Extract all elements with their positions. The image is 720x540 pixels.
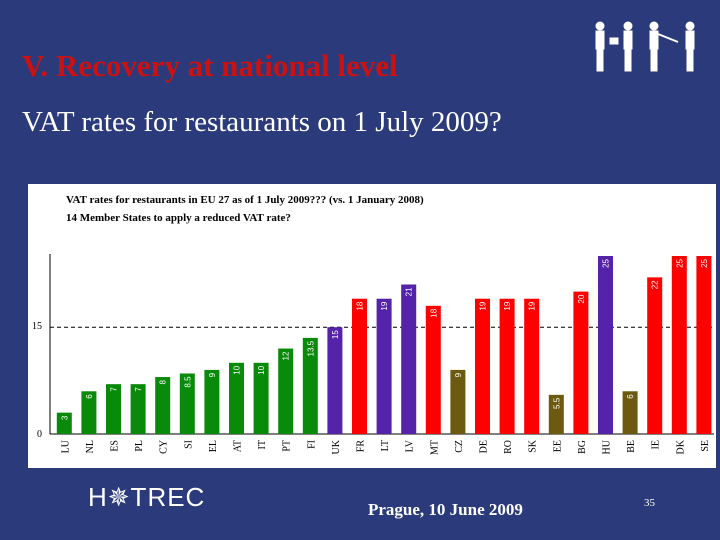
footer-text: Prague, 10 June 2009 — [368, 500, 523, 519]
bar-sk — [524, 298, 540, 434]
category-label-de: DE — [479, 440, 490, 453]
value-label-at: 10 — [233, 365, 242, 374]
value-label-el: 9 — [208, 372, 217, 377]
bar-de — [475, 298, 490, 434]
value-label-cz: 9 — [454, 372, 463, 377]
page-number: 35 — [644, 497, 655, 509]
category-label-hu: HU — [602, 439, 613, 454]
bar-pl — [130, 384, 146, 434]
value-label-lu: 3 — [60, 415, 69, 420]
category-label-es: ES — [110, 440, 121, 452]
value-label-fr: 18 — [356, 301, 365, 310]
bar-cy — [155, 377, 171, 434]
bar-lu — [56, 412, 72, 434]
value-label-nl: 6 — [85, 394, 94, 399]
vat-rate-chart: VAT rates for restaurants in EU 27 as of… — [32, 194, 714, 455]
bar-el — [204, 369, 220, 434]
category-label-dk: DK — [675, 439, 686, 454]
bar-dk — [671, 256, 687, 434]
value-label-si: 8.5 — [183, 376, 192, 388]
bar-uk — [327, 327, 343, 434]
hotrec-logo: H✵TREC — [88, 482, 205, 513]
bar-es — [106, 384, 121, 434]
category-label-uk: UK — [331, 439, 342, 454]
category-label-bg: BG — [577, 440, 588, 454]
bar-fi — [302, 337, 318, 434]
category-label-at: AT — [233, 440, 244, 452]
bar-at — [229, 362, 244, 434]
category-label-mt: MT — [429, 440, 440, 455]
value-label-pl: 7 — [134, 387, 143, 392]
value-label-ie: 22 — [651, 280, 660, 289]
chart-subtitle: 14 Member States to apply a reduced VAT … — [66, 212, 291, 224]
bar-se — [696, 256, 712, 434]
category-label-pt: PT — [282, 440, 293, 452]
category-label-lu: LU — [60, 439, 71, 453]
bar-nl — [81, 391, 97, 434]
slide-subtitle: VAT rates for restaurants on 1 July 2009… — [22, 106, 502, 138]
category-label-si: SI — [183, 440, 194, 449]
chart-title: VAT rates for restaurants in EU 27 as of… — [66, 194, 424, 206]
value-label-ee: 5.5 — [552, 397, 561, 409]
bar-it — [253, 362, 269, 434]
category-label-ro: RO — [503, 440, 514, 454]
bar-cz — [450, 369, 466, 434]
value-label-it: 10 — [257, 365, 266, 374]
y-tick-label-15: 15 — [32, 321, 42, 332]
restaurant-staff-icon — [595, 21, 695, 72]
bar-fr — [352, 298, 367, 434]
category-label-ie: IE — [651, 440, 662, 449]
value-label-uk: 15 — [331, 330, 340, 339]
bar-ie — [647, 277, 663, 434]
y-tick-label-0: 0 — [37, 429, 42, 440]
category-label-lt: LT — [380, 440, 391, 451]
hotrec-logo-text: H✵TREC — [88, 482, 206, 512]
value-label-pt: 12 — [282, 351, 291, 360]
category-label-ee: EE — [552, 440, 563, 452]
value-label-cy: 8 — [159, 379, 168, 384]
bar-ee — [548, 394, 564, 434]
bar-lt — [376, 298, 392, 434]
value-label-se: 25 — [700, 258, 709, 267]
category-label-cz: CZ — [454, 440, 465, 453]
slide-title: V. Recovery at national level — [22, 48, 398, 83]
value-label-hu: 25 — [602, 258, 611, 267]
bar-lv — [401, 284, 417, 434]
bar-mt — [425, 305, 441, 434]
bar-pt — [278, 348, 294, 434]
category-label-sk: SK — [528, 439, 539, 453]
category-label-fr: FR — [356, 440, 367, 453]
value-label-sk: 19 — [528, 301, 537, 310]
bar-bg — [573, 291, 589, 434]
bar-si — [179, 373, 195, 434]
value-label-mt: 18 — [429, 308, 438, 317]
value-label-fi: 13.5 — [306, 340, 315, 356]
category-label-lv: LV — [405, 439, 416, 452]
category-label-pl: PL — [134, 440, 145, 452]
value-label-lv: 21 — [405, 287, 414, 296]
value-label-dk: 25 — [675, 258, 684, 267]
category-label-cy: CY — [159, 440, 170, 454]
bar-hu — [598, 256, 613, 434]
chart-panel: VAT rates for restaurants in EU 27 as of… — [28, 184, 716, 468]
category-label-be: BE — [626, 440, 637, 453]
category-label-nl: NL — [85, 440, 96, 453]
category-label-it: IT — [257, 440, 268, 449]
value-label-ro: 19 — [503, 301, 512, 310]
category-label-fi: FI — [306, 440, 317, 449]
bar-ro — [499, 298, 515, 434]
value-label-de: 19 — [479, 301, 488, 310]
category-label-el: EL — [208, 440, 219, 452]
value-label-be: 6 — [626, 394, 635, 399]
value-label-lt: 19 — [380, 301, 389, 310]
value-label-bg: 20 — [577, 294, 586, 303]
value-label-es: 7 — [110, 387, 119, 392]
category-label-se: SE — [700, 440, 711, 452]
bar-be — [622, 391, 638, 434]
